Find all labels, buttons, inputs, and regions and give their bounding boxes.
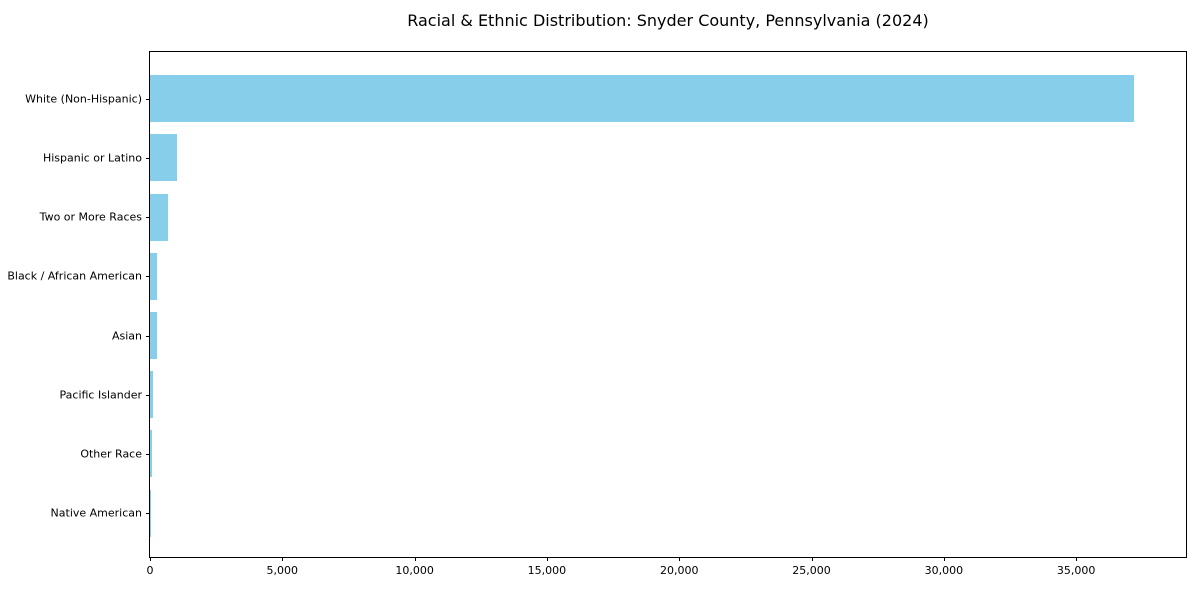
bar-black-african-american — [150, 252, 157, 300]
x-tick-label-35000: 35,000 — [1056, 564, 1096, 577]
bar-two-or-more-races — [150, 193, 168, 241]
y-axis-tick — [146, 335, 150, 337]
y-axis-tick — [146, 513, 150, 515]
x-tick-label-15000: 15,000 — [527, 564, 567, 577]
y-tick-label-pacific-islander: Pacific Islander — [59, 388, 142, 402]
y-tick-label-other-race: Other Race — [80, 447, 142, 461]
plot-area: White (Non-Hispanic) Hispanic or Latino Tw… — [7, 51, 1187, 576]
x-tick-label-20000: 20,000 — [659, 564, 699, 577]
y-tick-label-two-or-more-races: Two or More Races — [39, 210, 142, 224]
x-axis-tick — [679, 557, 681, 561]
x-axis-tick — [943, 557, 945, 561]
bar-pacific-islander — [150, 371, 154, 419]
x-tick-label-10000: 10,000 — [395, 564, 434, 577]
x-axis-tick — [282, 557, 284, 561]
y-axis-tick — [146, 217, 150, 219]
y-tick-label-hispanic-or-latino: Hispanic or Latino — [42, 151, 142, 165]
bar-white-non-hispanic — [150, 75, 1135, 123]
x-axis-tick — [811, 557, 813, 561]
bar-native-american — [150, 489, 151, 537]
y-tick-label-asian: Asian — [111, 329, 142, 342]
x-axis-tick — [1076, 557, 1078, 561]
bar-asian — [150, 312, 158, 359]
y-tick-label-white-non-hispanic: White (Non-Hispanic) — [25, 92, 142, 106]
y-axis-tick — [146, 276, 150, 278]
y-axis-tick — [146, 453, 150, 455]
x-axis-tick — [414, 557, 416, 561]
x-tick-label-25000: 25,000 — [792, 564, 831, 577]
y-tick-label-black-african-american: Black / African American — [7, 269, 142, 283]
y-axis-tick — [146, 157, 150, 159]
y-axis-tick — [146, 98, 150, 100]
x-tick-label-0: 0 — [146, 564, 154, 577]
bar-hispanic-or-latino — [150, 134, 177, 182]
x-axis-tick — [150, 557, 151, 561]
x-tick-label-30000: 30,000 — [924, 564, 964, 577]
bar-other-race — [150, 430, 153, 478]
x-tick-label-5000: 5,000 — [266, 564, 299, 577]
y-tick-label-native-american: Native American — [50, 506, 142, 520]
y-axis-tick — [146, 394, 150, 396]
x-axis-tick — [546, 557, 548, 561]
chart-title: Racial & Ethnic Distribution: Snyder Cou… — [407, 11, 929, 30]
